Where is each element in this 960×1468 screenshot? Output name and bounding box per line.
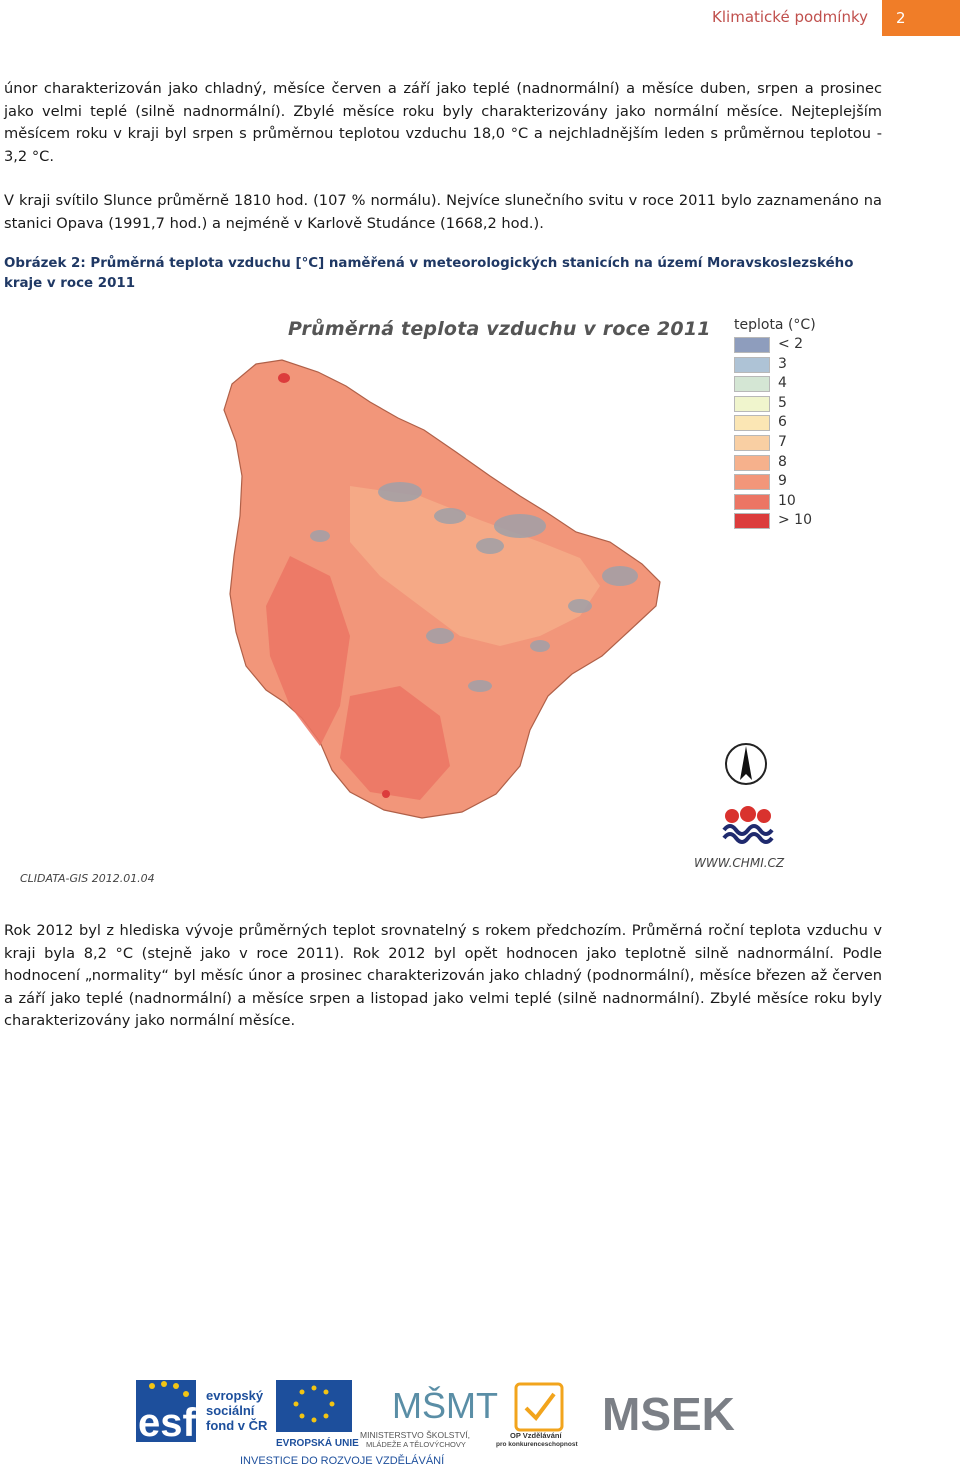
legend-swatch	[734, 415, 770, 432]
svg-text:MSEK: MSEK	[602, 1388, 735, 1440]
legend-label: 3	[778, 355, 787, 372]
legend-swatch	[734, 513, 770, 530]
paragraph-temperature-2011: únor charakterizován jako chladný, měsíc…	[4, 80, 882, 165]
esf-text-line3: fond v ČR	[206, 1418, 268, 1433]
legend-swatch	[734, 376, 770, 393]
legend-title: teplota (°C)	[734, 317, 816, 333]
legend-swatch	[734, 395, 770, 412]
legend-label: 10	[778, 492, 796, 509]
legend-label: 7	[778, 434, 787, 450]
eu-flag-icon	[276, 1380, 352, 1432]
eu-text: EVROPSKÁ UNIE	[276, 1436, 359, 1449]
map-source-clidata: CLIDATA-GIS 2012.01.04	[20, 872, 155, 885]
paragraph-sunshine-2011: V kraji svítilo Slunce průměrně 1810 hod…	[4, 192, 882, 232]
legend-label: 6	[778, 414, 787, 431]
legend-swatch	[734, 337, 770, 353]
legend-label: 8	[778, 453, 787, 470]
legend-label: > 10	[778, 512, 812, 529]
footer-logos: esf evropský sociální fond v ČR EVROPSKÁ…	[130, 1374, 770, 1468]
temperature-map-figure: Průměrná teplota vzduchu v roce 2011 tep…	[20, 306, 840, 890]
hot-spot-south	[382, 790, 390, 798]
region-map	[223, 359, 774, 844]
svg-text:MŠMT: MŠMT	[392, 1385, 498, 1426]
msmt-logo-icon: MŠMT	[392, 1385, 498, 1426]
warm-west-zone	[266, 556, 350, 746]
legend-swatch	[734, 356, 770, 373]
footer-logo-strip: esf evropský sociální fond v ČR EVROPSKÁ…	[136, 1380, 735, 1467]
chmi-logo-icon	[722, 806, 774, 844]
op-logo-icon	[514, 1382, 564, 1432]
esf-text-line1: evropský	[206, 1388, 264, 1403]
footer-slogan: INVESTICE DO ROZVOJE VZDĚLÁVÁNÍ	[240, 1454, 445, 1467]
op-text-line2: pro konkurenceschopnost	[496, 1441, 578, 1448]
hot-spot-north	[278, 373, 290, 383]
mountain-areas	[310, 482, 638, 692]
lowland-zone	[350, 486, 600, 646]
paragraph-temperature-2012: Rok 2012 byl z hlediska vývoje průměrnýc…	[4, 922, 882, 1029]
warm-south-zone	[340, 686, 450, 800]
esf-logo-icon: esf	[136, 1380, 196, 1445]
svg-text:esf: esf	[138, 1401, 196, 1445]
legend-swatch	[734, 454, 770, 471]
map-title: Průměrná teplota vzduchu v roce 2011	[288, 318, 711, 340]
msmt-text-line2: MLÁDEŽE A TĚLOVÝCHOVY	[366, 1440, 466, 1449]
esf-text-line2: sociální	[206, 1403, 255, 1418]
figure-caption: Obrázek 2: Průměrná teplota vzduchu [°C]…	[4, 256, 854, 291]
msek-logo-icon: MSEK	[602, 1388, 735, 1440]
legend-swatch	[734, 474, 770, 491]
legend-swatch	[734, 493, 770, 510]
map-source-chmi: WWW.CHMI.CZ	[694, 856, 785, 870]
north-arrow-icon	[725, 743, 767, 785]
op-text-line1: OP Vzdělávání	[510, 1431, 562, 1440]
msmt-text-line1: MINISTERSTVO ŠKOLSTVÍ,	[360, 1430, 470, 1440]
legend-label: 5	[778, 394, 787, 411]
running-header-title: Klimatické podmínky	[712, 8, 868, 26]
legend-swatch	[734, 435, 770, 451]
legend-label: 4	[778, 375, 787, 392]
page-number-badge: 2	[882, 0, 960, 36]
legend-label: 9	[778, 473, 787, 490]
legend-label: < 2	[778, 336, 804, 352]
